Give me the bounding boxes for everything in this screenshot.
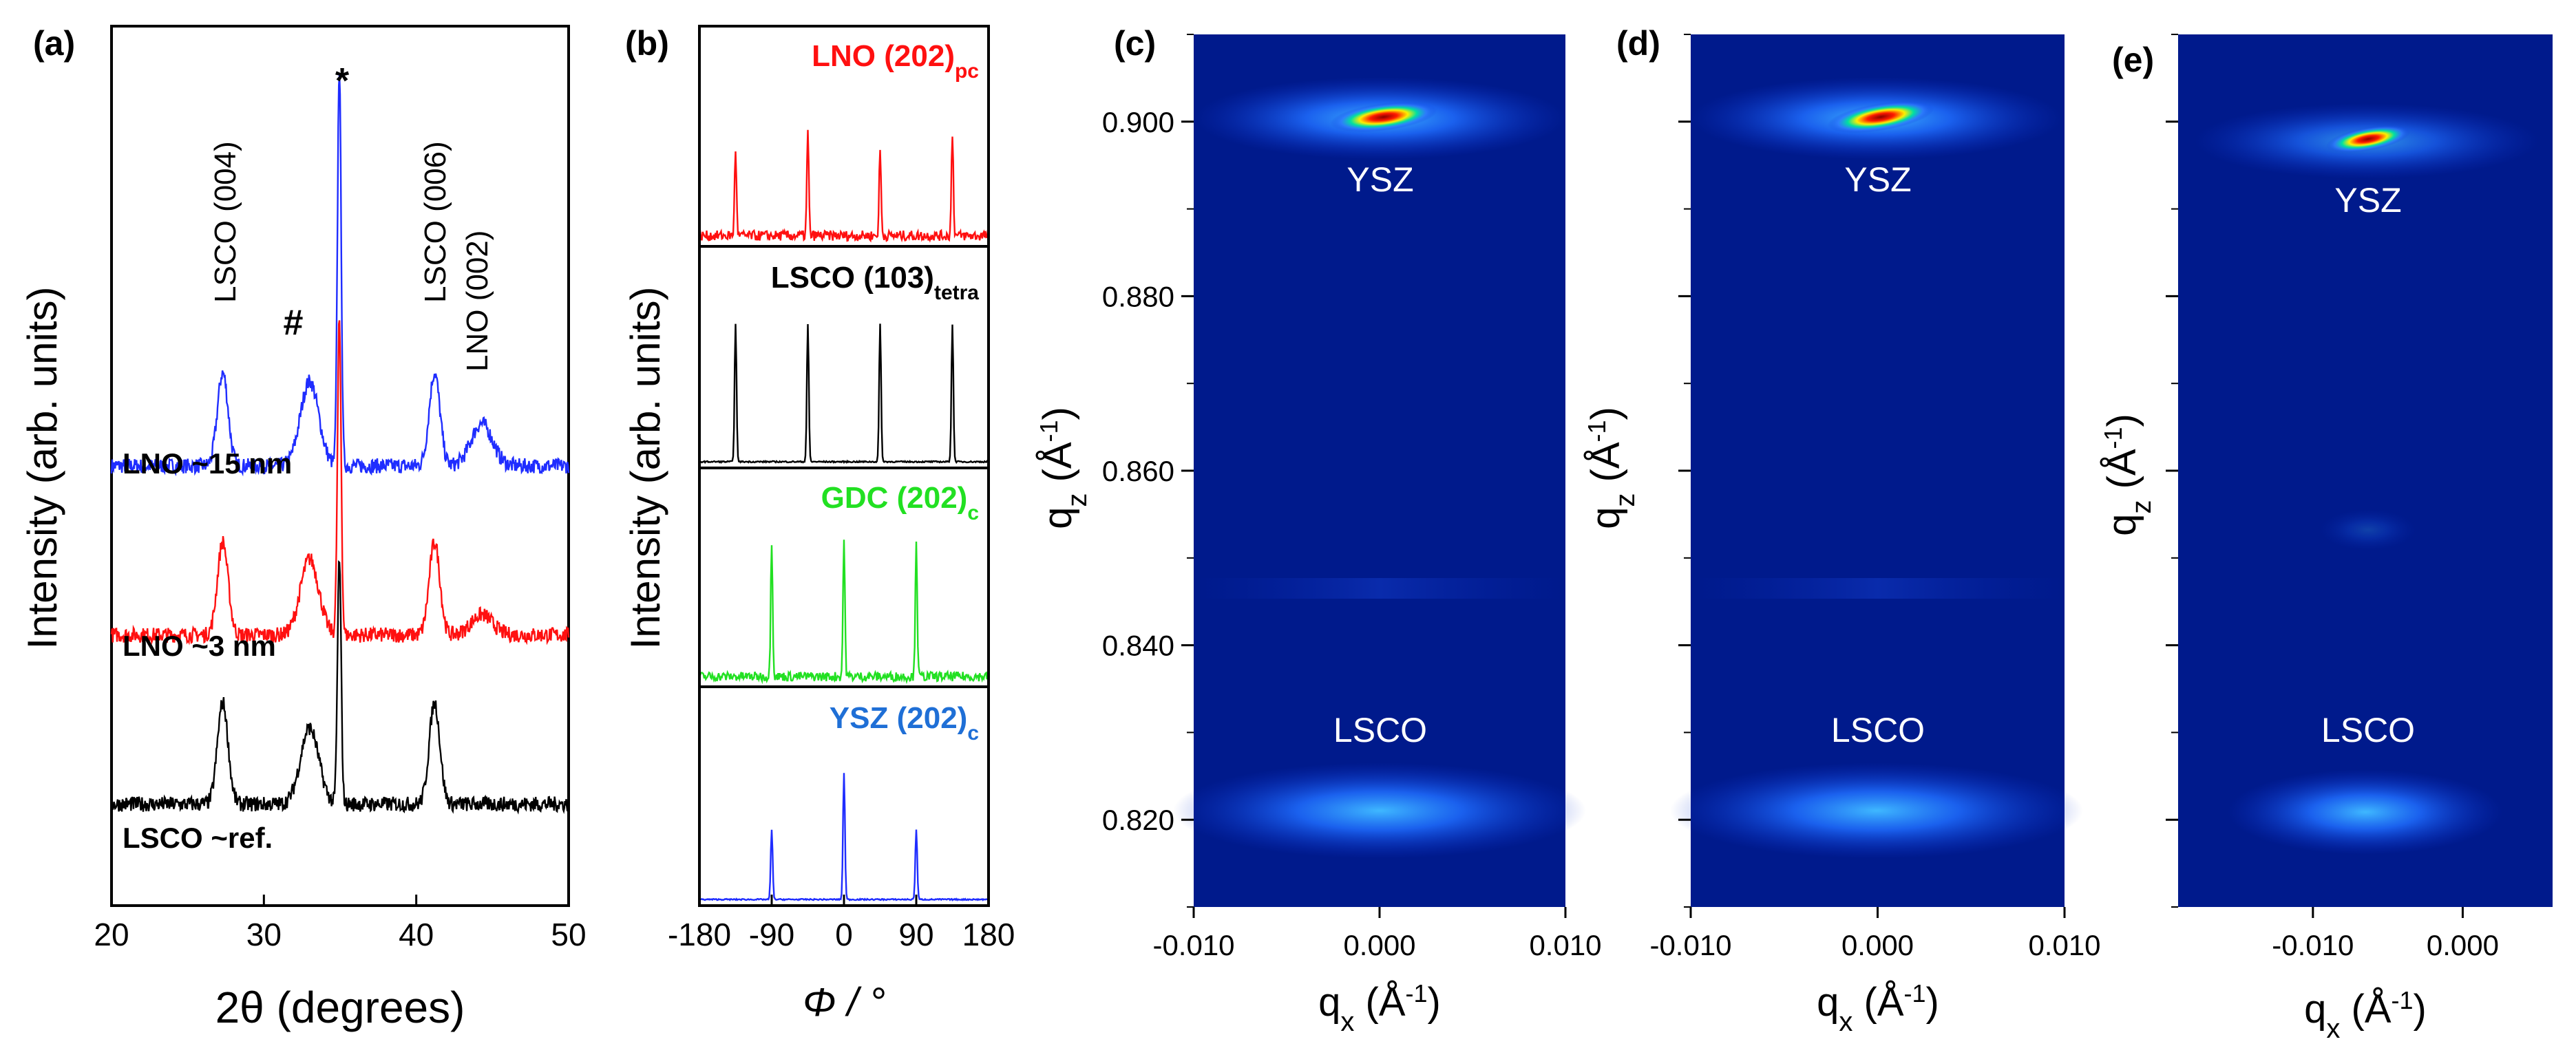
- x-tick-label: -90: [749, 917, 794, 952]
- x-tick-label: 40: [399, 917, 434, 952]
- y-tick-label: 0.820: [1102, 804, 1174, 836]
- annotation-hash: #: [284, 303, 304, 343]
- x-axis-label-a: 2θ (degrees): [215, 983, 465, 1032]
- x-ticks-b: -180 -90 0 90 180: [668, 895, 1015, 952]
- map-background-d: [1691, 34, 2065, 907]
- x-ticks-e: -0.010 0.000: [2272, 907, 2499, 961]
- x-ticks-d: -0.010 0.000 0.010: [1649, 907, 2101, 961]
- y-axis-label-b: Intensity (arb. units): [622, 287, 668, 650]
- y-ticks-c: 0.820 0.840 0.860 0.880 0.900: [1102, 34, 1194, 908]
- x-tick-label: 30: [246, 917, 282, 952]
- map-background-c: [1194, 34, 1565, 907]
- x-tick-label: 0.000: [2427, 929, 2499, 961]
- panel-label-c: (c): [1114, 24, 1156, 63]
- panel-label-b: (b): [625, 24, 669, 63]
- scan-label-lsco: LSCO (103)tetra: [771, 261, 980, 304]
- ysz-label-d: YSZ: [1844, 160, 1911, 199]
- faint-spot-e: [2320, 509, 2416, 551]
- x-tick-label: -0.010: [1152, 929, 1234, 961]
- x-tick-label: 0.000: [1343, 929, 1415, 961]
- panel-a: (a) 20 30 40 50 Intensity (arb. units) 2θ (…: [19, 24, 587, 1032]
- x-tick-label: -0.010: [1649, 929, 1731, 961]
- annotation-star: *: [335, 61, 350, 101]
- x-axis-label-c: qx (Å-1): [1318, 979, 1441, 1038]
- panel-d: (d) YSZ LSCO -0.010 0.000 0.010 qz (Å-1) q…: [1583, 24, 2101, 1037]
- lsco-label-d: LSCO: [1831, 711, 1925, 749]
- y-tick-label: 0.900: [1102, 106, 1174, 138]
- map-background-e: [2178, 34, 2553, 907]
- annotation-lsco-006: LSCO (006): [419, 141, 452, 303]
- x-tick-label: 50: [551, 917, 586, 952]
- x-axis-label-b: Φ / °: [803, 980, 885, 1025]
- x-tick-label: 0.010: [1529, 929, 1601, 961]
- phi-scan-line: [698, 540, 990, 685]
- diffuse-band-c: [1194, 578, 1565, 599]
- ysz-peak-d: [1827, 100, 1934, 134]
- y-axis-label-a: Intensity (arb. units): [19, 287, 65, 650]
- panel-label-d: (d): [1616, 24, 1660, 63]
- y-axis-label-e: qz (Å-1): [2099, 414, 2157, 536]
- phi-scan-line: [699, 129, 989, 243]
- x-tick-label: 20: [94, 917, 129, 952]
- ysz-label-c: YSZ: [1347, 160, 1413, 199]
- phi-scan-line: [699, 773, 989, 901]
- x-axis-label-d: qx (Å-1): [1817, 979, 1939, 1038]
- y-ticks-d: [1678, 34, 1691, 908]
- panel-label-e: (e): [2112, 41, 2154, 79]
- series-label-lsco-ref: LSCO ~ref.: [123, 822, 273, 854]
- y-tick-label: 0.860: [1102, 455, 1174, 487]
- annotation-lsco-004: LSCO (004): [209, 141, 242, 303]
- phi-scan-group: [698, 129, 990, 901]
- xrd-series-line: [110, 75, 570, 477]
- x-ticks-c: -0.010 0.000 0.010: [1152, 907, 1602, 961]
- x-ticks-a: 20 30 40 50: [94, 895, 587, 952]
- lsco-peak-c: [1173, 762, 1586, 859]
- x-axis-label-e: qx (Å-1): [2304, 986, 2427, 1045]
- xrd-series-group: [110, 75, 570, 815]
- scan-label-gdc: GDC (202)c: [821, 481, 979, 524]
- lsco-peak-d: [1670, 762, 2083, 859]
- y-tick-label: 0.840: [1102, 630, 1174, 662]
- x-tick-label: 0: [835, 917, 853, 952]
- scan-label-ysz: YSZ (202)c: [830, 701, 979, 745]
- xrd-series-line: [110, 559, 570, 815]
- annotation-lno-002: LNO (002): [461, 231, 494, 372]
- series-label-lno-3: LNO ~3 nm: [123, 630, 276, 662]
- x-tick-label: 0.010: [2028, 929, 2100, 961]
- lsco-label-c: LSCO: [1333, 711, 1427, 749]
- x-tick-label: 0.000: [1841, 929, 1914, 961]
- x-tick-label: -180: [668, 917, 731, 952]
- panel-e: (e) YSZ LSCO -0.010 0.000 qz (Å-1) qx (Å-…: [2099, 34, 2553, 1044]
- xrd-series-line: [110, 320, 570, 645]
- scan-label-lno: LNO (202)pc: [812, 39, 979, 83]
- ysz-peak-c: [1330, 101, 1437, 133]
- ysz-peak-e: [2325, 125, 2411, 153]
- x-tick-label: 180: [962, 917, 1015, 952]
- lsco-peak-e: [2228, 769, 2503, 855]
- diffuse-band-d: [1691, 578, 2065, 599]
- x-tick-label: -0.010: [2272, 929, 2354, 961]
- ysz-label-e: YSZ: [2334, 181, 2401, 220]
- y-axis-label-d: qz (Å-1): [1583, 407, 1641, 529]
- panel-label-a: (a): [33, 24, 75, 63]
- lsco-label-e: LSCO: [2321, 711, 2415, 749]
- y-axis-label-c: qz (Å-1): [1035, 407, 1093, 529]
- panel-b: (b) -180 -90 0 90 180 Intensity (arb. units)…: [622, 24, 1015, 1025]
- x-tick-label: 90: [898, 917, 933, 952]
- phi-scan-line: [699, 323, 989, 465]
- series-label-lno-15: LNO ~15 nm: [123, 447, 292, 480]
- y-tick-label: 0.880: [1102, 280, 1174, 312]
- y-ticks-e: [2166, 34, 2178, 908]
- panel-c: (c) YSZ LSCO 0.820 0.840 0.860 0.880 0.900 -…: [1035, 24, 1602, 1037]
